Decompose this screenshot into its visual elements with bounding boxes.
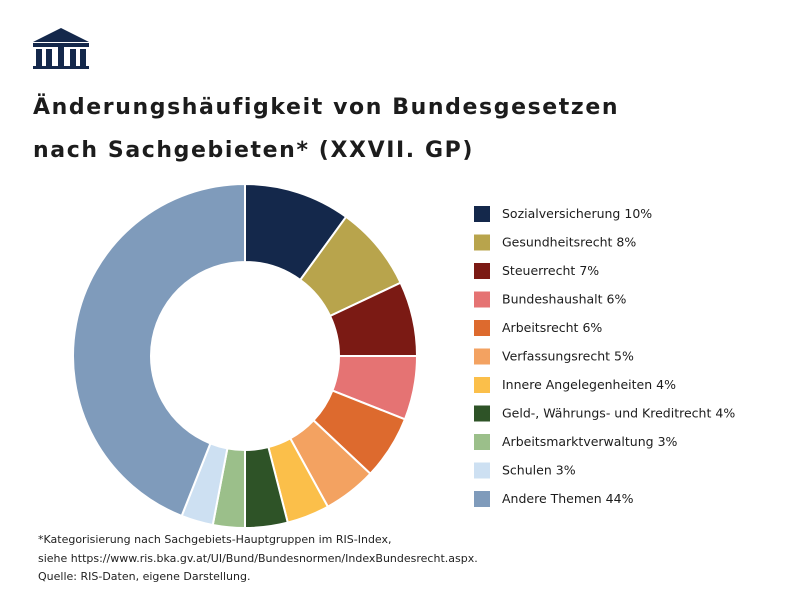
legend-swatch xyxy=(474,320,490,336)
legend-name: Innere Angelegenheiten xyxy=(502,377,652,392)
footnote-line: siehe https://www.ris.bka.gv.at/UI/Bund/… xyxy=(38,551,478,565)
legend-value: 6% xyxy=(582,320,602,335)
legend-label: Schulen 3% xyxy=(502,462,576,477)
footnote-line: *Kategorisierung nach Sachgebiets-Hauptg… xyxy=(38,533,392,546)
logo xyxy=(33,28,89,69)
legend-name: Schulen xyxy=(502,462,552,477)
legend-label: Sozialversicherung 10% xyxy=(502,206,652,221)
legend-swatch xyxy=(474,263,490,279)
legend-value: 8% xyxy=(616,234,636,249)
legend-value: 44% xyxy=(606,491,634,506)
legend-swatch xyxy=(474,434,490,450)
legend-value: 7% xyxy=(579,263,599,278)
legend-name: Bundeshaushalt xyxy=(502,291,603,306)
legend-swatch xyxy=(474,348,490,365)
legend-name: Steuerrecht xyxy=(502,263,575,278)
legend-name: Arbeitsrecht xyxy=(502,320,579,335)
legend-name: Gesundheitsrecht xyxy=(502,234,613,249)
legend-value: 4% xyxy=(656,377,676,392)
legend-label: Andere Themen 44% xyxy=(502,491,634,506)
legend-swatch xyxy=(474,206,490,222)
legend-swatch xyxy=(474,234,490,251)
donut-slice xyxy=(71,182,246,518)
legend-label: Steuerrecht 7% xyxy=(502,263,599,278)
legend-value: 3% xyxy=(658,434,678,449)
legend-value: 10% xyxy=(624,206,652,221)
legend-name: Andere Themen xyxy=(502,491,602,506)
legend-name: Sozialversicherung xyxy=(502,206,620,221)
legend-name: Verfassungsrecht xyxy=(502,348,610,363)
legend-value: 5% xyxy=(614,348,634,363)
legend-swatch xyxy=(474,291,490,308)
legend-swatch xyxy=(474,405,490,422)
footnotes: *Kategorisierung nach Sachgebiets-Hauptg… xyxy=(38,531,478,587)
legend-name: Geld-, Währungs- und Kreditrecht xyxy=(502,405,711,420)
legend-value: 3% xyxy=(556,462,576,477)
chart-title: Änderungshäufigkeit von Bundesgesetzen n… xyxy=(33,95,620,163)
legend-label: Bundeshaushalt 6% xyxy=(502,291,626,306)
legend-value: 4% xyxy=(715,405,735,420)
legend-swatch xyxy=(474,491,490,507)
legend-label: Verfassungsrecht 5% xyxy=(502,348,634,363)
legend-label: Gesundheitsrecht 8% xyxy=(502,234,636,249)
legend-swatch xyxy=(474,377,490,393)
legend-label: Arbeitsmarktverwaltung 3% xyxy=(502,434,678,449)
footnote-line: Quelle: RIS-Daten, eigene Darstellung. xyxy=(38,570,251,583)
legend-label: Geld-, Währungs- und Kreditrecht 4% xyxy=(502,405,735,420)
legend-label: Arbeitsrecht 6% xyxy=(502,320,602,335)
legend-label: Innere Angelegenheiten 4% xyxy=(502,377,676,392)
legend-name: Arbeitsmarktverwaltung xyxy=(502,434,654,449)
legend-value: 6% xyxy=(607,291,627,306)
legend-swatch xyxy=(474,462,490,479)
